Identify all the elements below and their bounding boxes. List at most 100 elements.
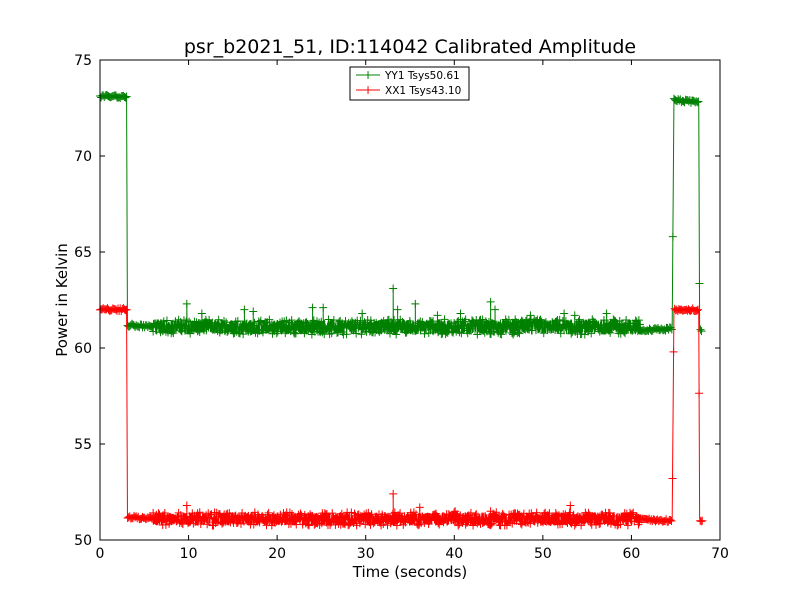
data-point xyxy=(435,321,444,330)
data-point xyxy=(283,511,292,520)
data-point xyxy=(147,322,156,331)
data-point xyxy=(303,319,312,328)
data-point xyxy=(268,517,277,526)
data-point xyxy=(451,514,460,523)
data-point xyxy=(440,315,449,324)
data-point xyxy=(350,323,359,332)
data-point xyxy=(454,521,463,530)
legend-marker-xx1: + xyxy=(363,83,373,97)
data-point xyxy=(656,516,665,525)
data-point xyxy=(161,327,170,336)
data-point xyxy=(479,326,488,335)
data-point xyxy=(314,515,323,524)
data-point xyxy=(684,305,693,314)
data-point xyxy=(419,323,428,332)
data-point xyxy=(599,316,608,325)
data-point xyxy=(586,518,595,527)
data-point xyxy=(331,324,340,333)
data-point xyxy=(474,320,483,329)
data-point xyxy=(294,318,303,327)
data-point xyxy=(574,317,583,326)
data-point xyxy=(603,518,612,527)
data-point xyxy=(248,511,257,520)
data-point xyxy=(444,510,453,519)
data-point xyxy=(666,515,675,524)
data-point xyxy=(405,316,414,325)
data-point xyxy=(402,514,411,523)
data-point xyxy=(284,326,293,335)
data-point xyxy=(292,321,301,330)
data-point xyxy=(627,325,636,334)
data-point xyxy=(392,330,401,339)
data-point xyxy=(475,316,484,325)
data-point xyxy=(383,521,392,530)
data-point xyxy=(168,327,177,336)
data-point xyxy=(503,516,512,525)
data-point xyxy=(256,316,265,325)
data-point xyxy=(382,513,391,522)
data-point xyxy=(314,327,323,336)
data-point xyxy=(308,303,317,312)
data-point xyxy=(195,508,204,517)
data-point xyxy=(223,509,232,518)
data-point xyxy=(596,519,605,528)
data-point xyxy=(461,315,470,324)
data-point xyxy=(556,329,565,338)
data-point xyxy=(350,509,359,518)
data-point xyxy=(352,329,361,338)
data-point xyxy=(465,325,474,334)
data-point xyxy=(516,519,525,528)
data-point xyxy=(456,309,465,318)
data-point xyxy=(223,328,232,337)
data-point xyxy=(470,513,479,522)
data-point xyxy=(318,328,327,337)
series-1 xyxy=(96,304,707,530)
data-point xyxy=(265,315,274,324)
data-point xyxy=(218,324,227,333)
data-point xyxy=(207,322,216,331)
data-point xyxy=(345,520,354,529)
data-point xyxy=(473,330,482,339)
data-point xyxy=(393,305,402,314)
data-point xyxy=(352,521,361,530)
data-point xyxy=(590,512,599,521)
data-point xyxy=(208,318,217,327)
data-point xyxy=(694,97,703,106)
data-point xyxy=(174,315,183,324)
data-point xyxy=(245,515,254,524)
data-point xyxy=(450,318,459,327)
data-point xyxy=(301,519,310,528)
data-point xyxy=(119,304,128,313)
data-point xyxy=(424,328,433,337)
data-point xyxy=(269,511,278,520)
data-point xyxy=(616,329,625,338)
data-point xyxy=(197,309,206,318)
data-point xyxy=(335,513,344,522)
data-point xyxy=(278,516,287,525)
data-point xyxy=(566,518,575,527)
data-point xyxy=(471,322,480,331)
data-point xyxy=(226,518,235,527)
data-point xyxy=(555,315,564,324)
data-point xyxy=(161,520,170,529)
data-point xyxy=(481,317,490,326)
data-point xyxy=(328,509,337,518)
data-point xyxy=(365,327,374,336)
data-point xyxy=(424,519,433,528)
data-point xyxy=(469,521,478,530)
data-point xyxy=(461,520,470,529)
x-tick-label: 10 xyxy=(180,546,198,562)
data-point xyxy=(245,323,254,332)
x-axis-label: Time (seconds) xyxy=(352,563,468,581)
data-point xyxy=(528,512,537,521)
data-point xyxy=(197,323,206,332)
data-point xyxy=(478,315,487,324)
data-point xyxy=(512,318,521,327)
data-point xyxy=(443,516,452,525)
data-point xyxy=(456,511,465,520)
data-point xyxy=(577,521,586,530)
data-point xyxy=(408,511,417,520)
data-point xyxy=(148,514,157,523)
data-point xyxy=(693,98,702,107)
